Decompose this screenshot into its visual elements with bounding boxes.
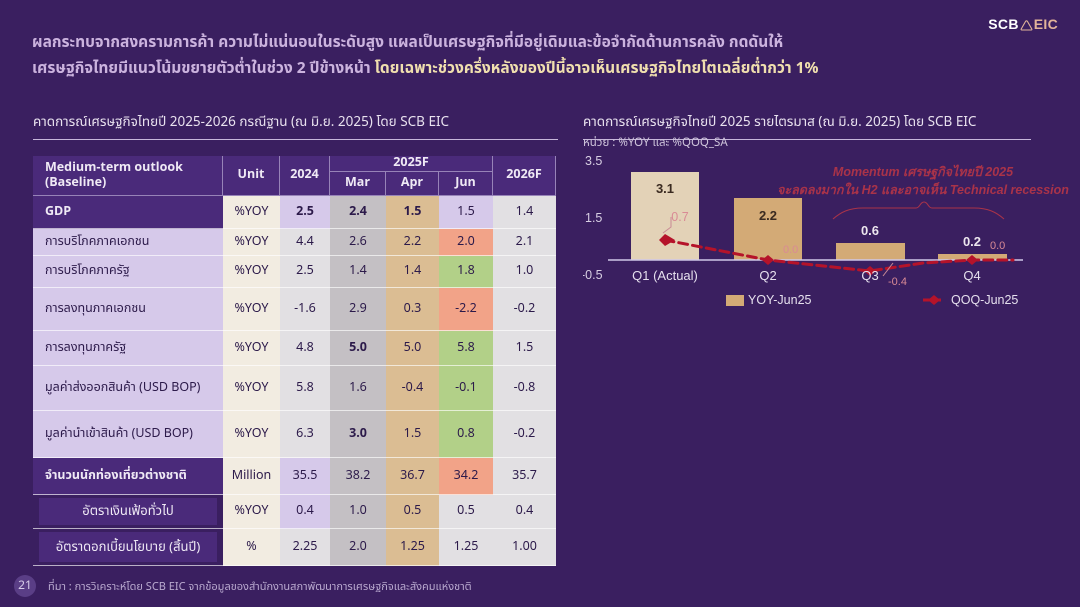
svg-text:จะลดลงมากใน H2 และอาจเห็น Tech: จะลดลงมากใน H2 และอาจเห็น Technical rece… — [777, 182, 1069, 197]
svg-text:Q2: Q2 — [759, 268, 776, 283]
svg-text:YOY-Jun25: YOY-Jun25 — [748, 293, 812, 307]
svg-text:0.2: 0.2 — [963, 234, 981, 249]
svg-text:3.5: 3.5 — [585, 154, 602, 168]
svg-text:0.0: 0.0 — [990, 240, 1005, 252]
svg-text:0.0: 0.0 — [783, 244, 798, 256]
svg-text:Q4: Q4 — [963, 268, 980, 283]
svg-text:-0.4: -0.4 — [888, 276, 907, 288]
svg-text:QOQ-Jun25: QOQ-Jun25 — [951, 293, 1018, 307]
svg-text:Q1 (Actual): Q1 (Actual) — [632, 268, 698, 283]
svg-text:0.6: 0.6 — [861, 223, 879, 238]
svg-text:Q3: Q3 — [861, 268, 878, 283]
svg-text:2.2: 2.2 — [759, 208, 777, 223]
svg-text:-0.5: -0.5 — [583, 268, 603, 282]
svg-text:Momentum เศรษฐกิจไทยปี 2025: Momentum เศรษฐกิจไทยปี 2025 — [833, 164, 1014, 180]
svg-text:0.7: 0.7 — [671, 210, 688, 224]
svg-text:3.1: 3.1 — [656, 181, 674, 196]
svg-text:1.5: 1.5 — [585, 211, 602, 225]
